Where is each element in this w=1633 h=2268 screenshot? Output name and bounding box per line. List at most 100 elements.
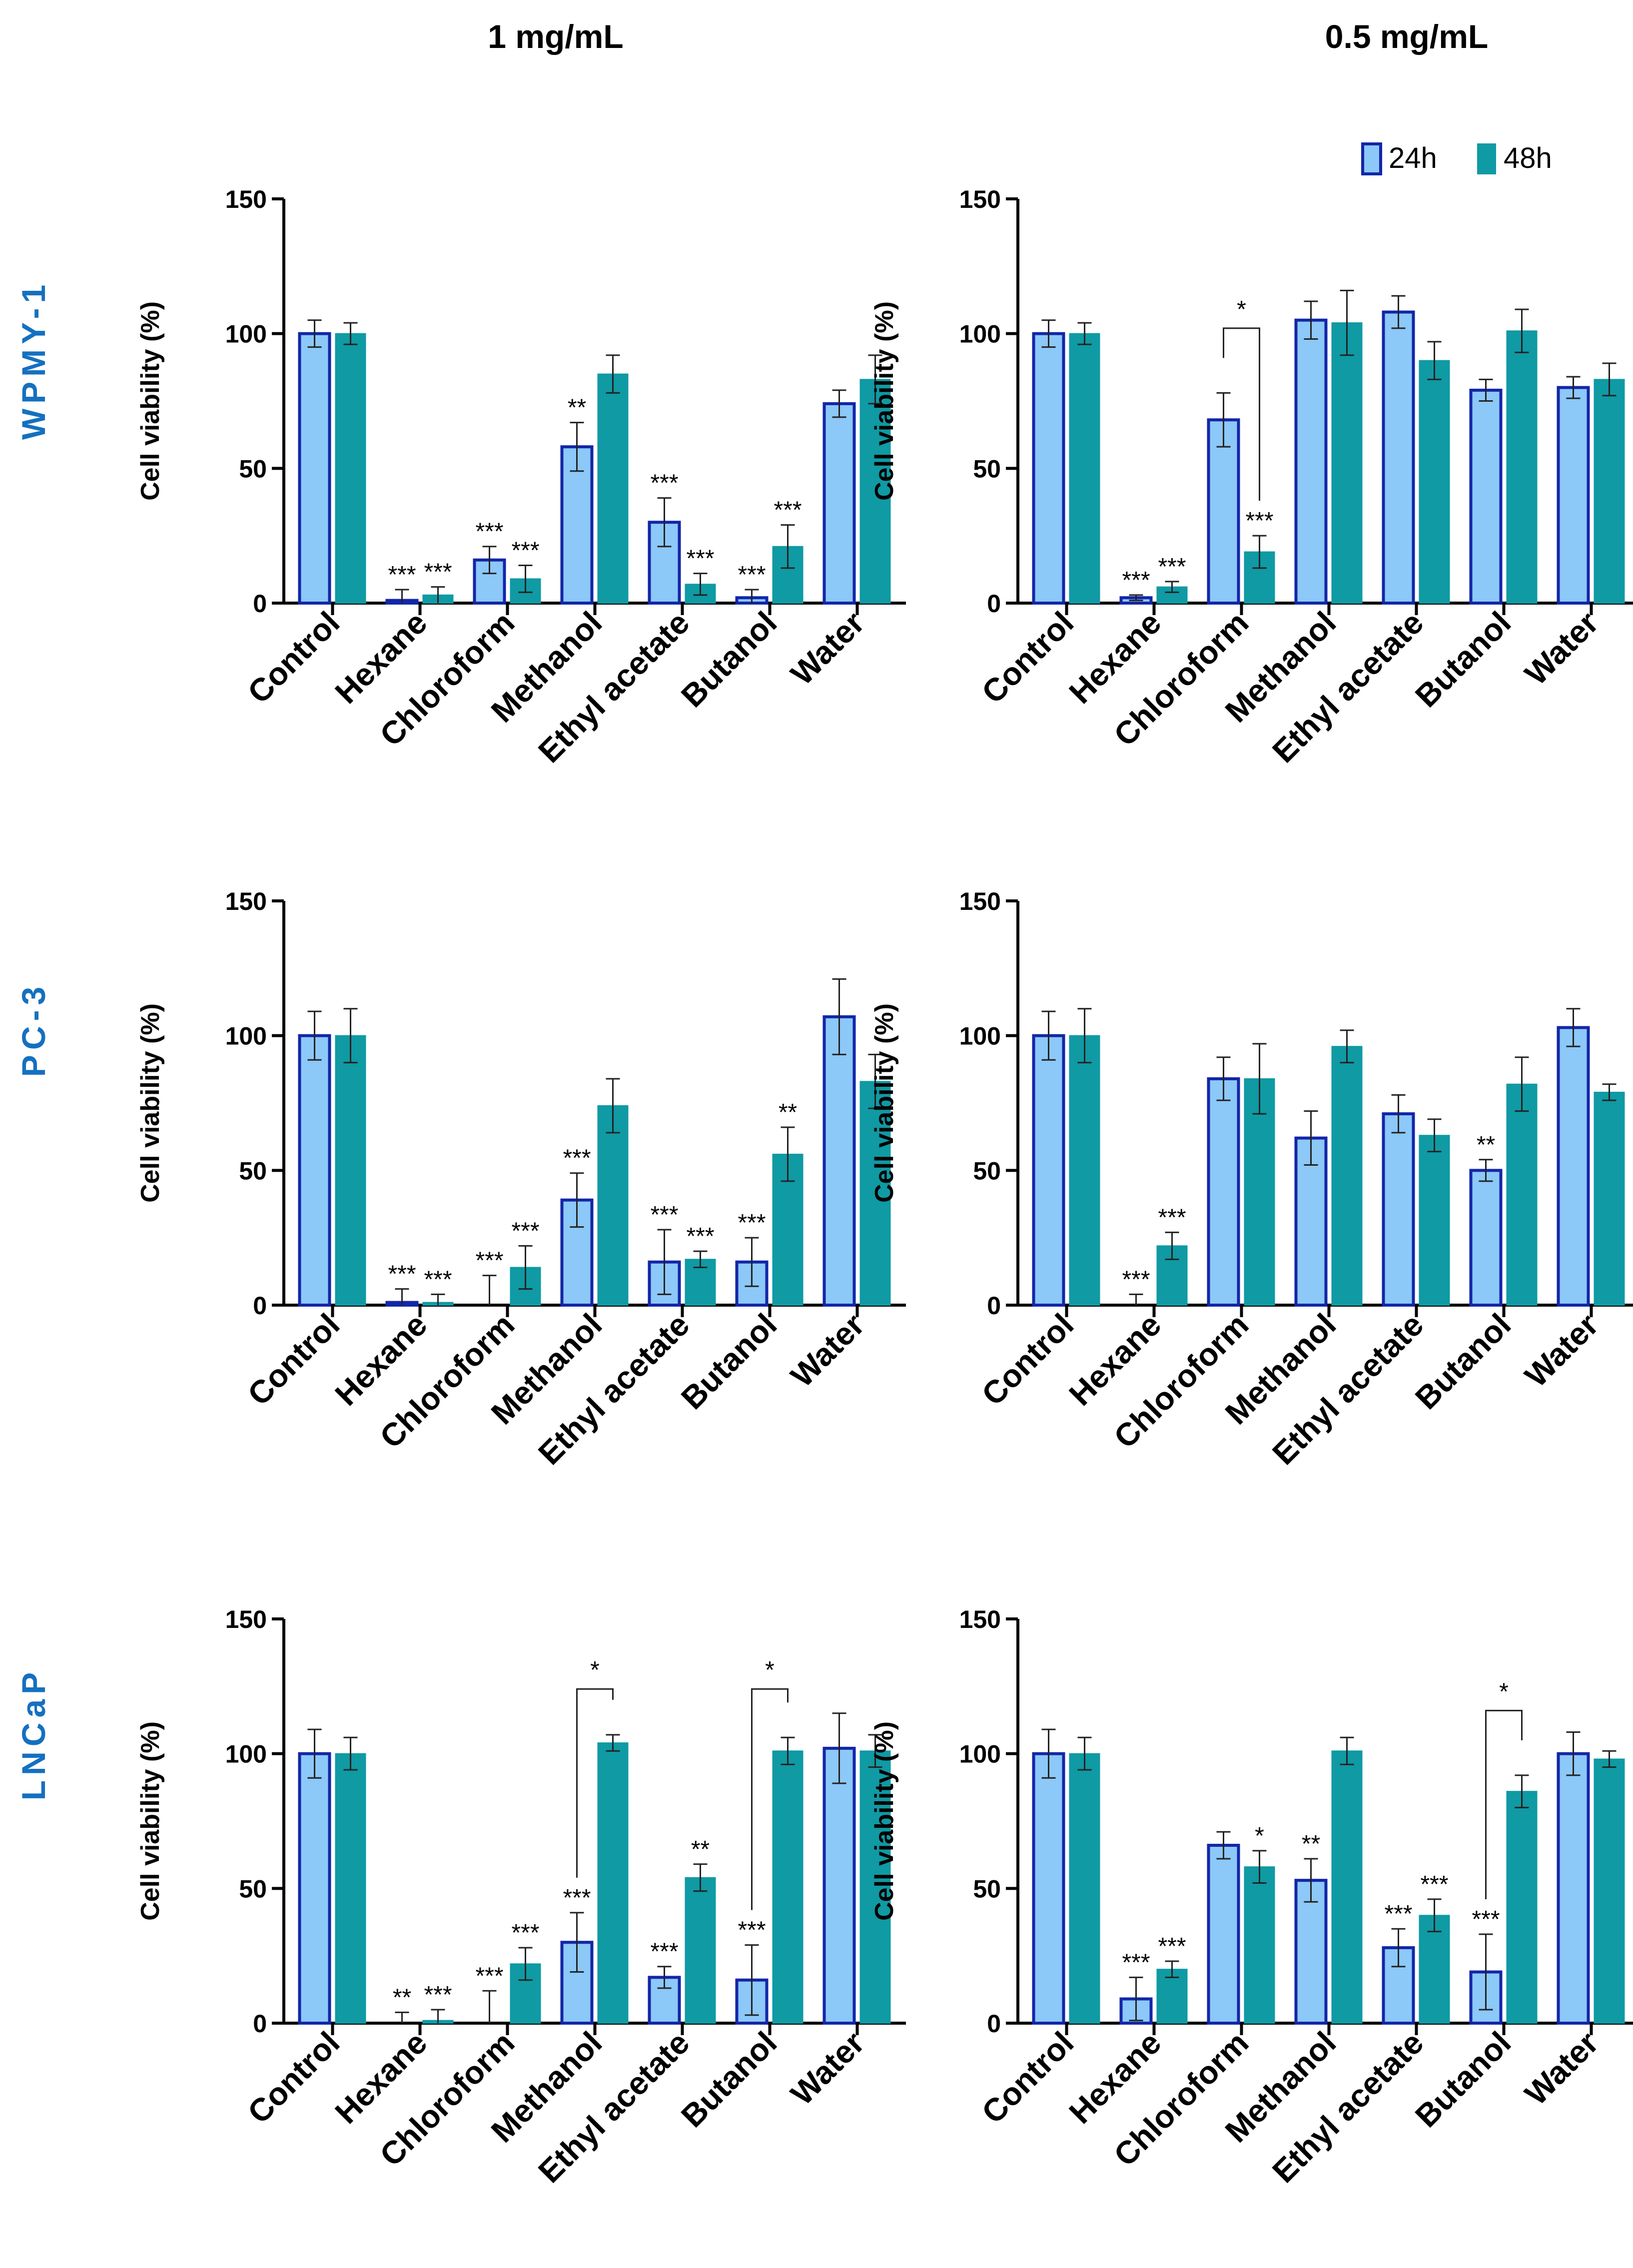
bar-48h-methanol bbox=[1331, 322, 1363, 604]
significance-label: ** bbox=[691, 1836, 710, 1863]
significance-label: *** bbox=[686, 546, 714, 572]
bar-24h-methanol bbox=[1294, 318, 1328, 605]
bar-48h-ethyl-acetate bbox=[1419, 360, 1450, 604]
y-tick-label: 100 bbox=[225, 1740, 267, 1768]
y-tick-label: 0 bbox=[987, 2010, 1001, 2038]
bar-48h-control bbox=[1069, 1753, 1100, 2024]
bar-24h-chloroform bbox=[1207, 418, 1240, 605]
row-title-wpmy1: WPMY-1 bbox=[15, 280, 52, 440]
bracket-label: * bbox=[590, 1657, 600, 1683]
x-tick-label: Water bbox=[1518, 605, 1605, 692]
y-tick-label: 100 bbox=[225, 320, 267, 348]
y-tick-label: 150 bbox=[959, 1605, 1001, 1633]
y-tick-label: 150 bbox=[959, 887, 1001, 915]
bar-24h-control bbox=[1032, 332, 1065, 605]
significance-label: *** bbox=[511, 1920, 539, 1946]
bar-24h-water bbox=[1557, 1752, 1590, 2025]
significance-label: *** bbox=[738, 1210, 766, 1236]
significance-label: *** bbox=[650, 1202, 678, 1228]
x-tick-label: Ethyl acetate bbox=[1265, 2025, 1430, 2190]
significance-bracket bbox=[751, 1688, 789, 1910]
significance-label: *** bbox=[1384, 1901, 1412, 1927]
y-tick-label: 150 bbox=[225, 185, 267, 213]
significance-label: *** bbox=[1158, 554, 1186, 580]
bar-48h-water bbox=[1594, 379, 1625, 604]
bar-48h-water bbox=[1594, 1758, 1625, 2024]
significance-label: *** bbox=[388, 1261, 416, 1288]
bar-24h-chloroform bbox=[1207, 1077, 1240, 1307]
bar-48h-control bbox=[335, 1035, 366, 1306]
bar-24h-control bbox=[298, 1034, 331, 1307]
bar-48h-hexane bbox=[1156, 1969, 1188, 2024]
bar-24h-water bbox=[822, 1015, 856, 1307]
panel-4: Cell viability (%)050100150*************… bbox=[136, 1605, 906, 2190]
significance-label: *** bbox=[1122, 1949, 1150, 1976]
significance-label: *** bbox=[1122, 567, 1150, 594]
y-axis-label: Cell viability (%) bbox=[870, 301, 899, 501]
x-tick-label: Water bbox=[784, 2025, 871, 2112]
bar-48h-ethyl-acetate bbox=[1419, 1135, 1450, 1306]
bar-24h-chloroform bbox=[1207, 1844, 1240, 2025]
y-axis-label: Cell viability (%) bbox=[136, 301, 165, 501]
y-tick-label: 50 bbox=[973, 455, 1001, 483]
x-tick-label: Control bbox=[241, 605, 347, 711]
y-tick-label: 0 bbox=[987, 1292, 1001, 1320]
bar-48h-control bbox=[1069, 333, 1100, 604]
bar-48h-water bbox=[1594, 1091, 1625, 1306]
y-tick-label: 100 bbox=[225, 1022, 267, 1050]
bar-48h-control bbox=[1069, 1035, 1100, 1306]
bar-24h-ethyl-acetate bbox=[1382, 1946, 1415, 2025]
y-tick-label: 0 bbox=[253, 1292, 267, 1320]
bar-24h-water bbox=[822, 1746, 856, 2025]
bar-24h-butanol bbox=[1469, 1169, 1503, 1307]
significance-label: *** bbox=[424, 559, 452, 586]
bar-48h-chloroform bbox=[1244, 1866, 1275, 2024]
x-tick-label: Water bbox=[784, 605, 871, 692]
bar-24h-control bbox=[1032, 1752, 1065, 2025]
bar-24h-butanol bbox=[1469, 388, 1503, 605]
bar-24h-methanol bbox=[1294, 1879, 1328, 2025]
significance-label: *** bbox=[563, 1885, 591, 1911]
significance-label: *** bbox=[1122, 1266, 1150, 1293]
bar-24h-water bbox=[1557, 386, 1590, 605]
bar-48h-control bbox=[335, 333, 366, 604]
significance-label: *** bbox=[1420, 1871, 1448, 1898]
y-tick-label: 0 bbox=[253, 2010, 267, 2038]
legend-label-48h: 48h bbox=[1504, 142, 1552, 174]
significance-label: *** bbox=[650, 1939, 678, 1965]
significance-bracket bbox=[576, 1688, 614, 1878]
bar-48h-control bbox=[335, 1753, 366, 2024]
significance-bracket bbox=[1485, 1709, 1523, 1900]
significance-label: *** bbox=[1158, 1204, 1186, 1231]
x-tick-label: Control bbox=[241, 1307, 347, 1413]
bar-48h-methanol bbox=[597, 373, 629, 604]
x-tick-label: Butanol bbox=[1408, 2025, 1518, 2134]
bracket-label: * bbox=[765, 1657, 775, 1683]
y-tick-label: 100 bbox=[959, 320, 1001, 348]
x-tick-label: Control bbox=[241, 2025, 347, 2131]
panel-3: Cell viability (%)050100150********Contr… bbox=[870, 887, 1633, 1472]
x-tick-label: Control bbox=[975, 1307, 1081, 1413]
bar-48h-methanol bbox=[597, 1105, 629, 1306]
significance-label: *** bbox=[511, 1218, 539, 1244]
bar-48h-ethyl-acetate bbox=[1419, 1915, 1450, 2024]
y-tick-label: 150 bbox=[225, 887, 267, 915]
y-axis-label: Cell viability (%) bbox=[870, 1003, 899, 1203]
x-tick-label: Ethyl acetate bbox=[1265, 605, 1430, 769]
legend-label-24h: 24h bbox=[1389, 142, 1437, 174]
significance-label: *** bbox=[774, 497, 802, 524]
significance-label: *** bbox=[424, 1266, 452, 1293]
bar-24h-water bbox=[822, 402, 856, 605]
significance-label: *** bbox=[475, 1963, 503, 1989]
panel-0: Cell viability (%)050100150*************… bbox=[136, 185, 906, 769]
bar-48h-water bbox=[859, 1081, 891, 1306]
significance-label: *** bbox=[1245, 508, 1273, 534]
row-title-pc3: PC-3 bbox=[15, 982, 52, 1077]
significance-label: *** bbox=[511, 537, 539, 564]
significance-label: ** bbox=[1477, 1132, 1495, 1158]
x-tick-label: Butanol bbox=[674, 605, 784, 714]
x-tick-label: Control bbox=[975, 605, 1081, 711]
significance-label: *** bbox=[475, 1248, 503, 1274]
